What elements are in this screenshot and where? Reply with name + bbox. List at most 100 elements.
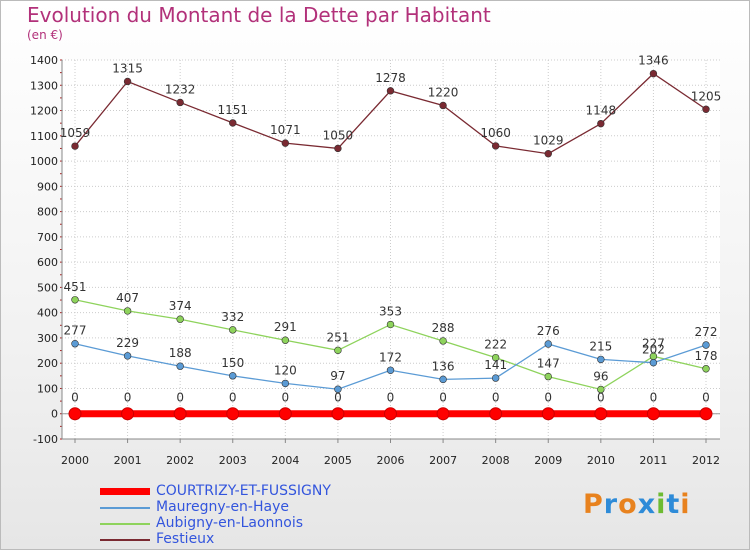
series-layer <box>68 69 713 421</box>
data-point <box>439 375 447 384</box>
data-label: 374 <box>169 299 192 313</box>
data-label: 0 <box>439 391 447 405</box>
data-point <box>597 355 605 364</box>
data-point <box>597 385 605 394</box>
legend-label: Aubigny-en-Laonnois <box>156 515 304 531</box>
data-point <box>281 379 290 388</box>
data-label: 150 <box>221 356 244 370</box>
data-point <box>544 340 552 348</box>
logo-letter: r <box>603 489 619 520</box>
data-label: 1205 <box>691 89 722 103</box>
data-label: 227 <box>642 336 665 350</box>
logo-letter: i <box>680 489 691 520</box>
data-label: 0 <box>282 391 290 405</box>
data-label: 1315 <box>112 61 143 75</box>
data-label: 1278 <box>375 71 406 85</box>
y-tick-label: 1100 <box>30 130 58 143</box>
data-label: 1220 <box>428 85 459 99</box>
data-point <box>173 407 187 421</box>
data-point <box>176 315 184 323</box>
y-tick-label: 600 <box>37 256 58 269</box>
legend-item-mauregny: Mauregny-en-Haye <box>100 499 460 516</box>
data-label: 1071 <box>270 123 301 137</box>
data-label: 215 <box>589 339 612 353</box>
data-point <box>436 407 450 421</box>
data-point <box>229 326 237 334</box>
x-tick-label: 2012 <box>692 454 720 467</box>
data-label: 188 <box>169 346 192 360</box>
data-point <box>702 105 710 113</box>
x-tick-label: 2010 <box>587 454 615 467</box>
data-label: 0 <box>334 391 342 405</box>
y-tick-label: 900 <box>37 180 58 193</box>
data-point <box>491 142 500 150</box>
x-tick-label: 2006 <box>377 454 405 467</box>
data-label: 1151 <box>217 103 248 117</box>
legend-swatch <box>100 488 150 495</box>
legend-item-courtrizy: COURTRIZY-ET-FUSSIGNY <box>100 483 460 500</box>
data-labels: 1059 1315 1232 1151 1071 1050 1278 1220 1060 1029… <box>60 54 722 405</box>
data-point <box>646 407 660 421</box>
data-label: 0 <box>176 391 184 405</box>
data-point <box>386 320 395 329</box>
data-point <box>386 87 395 95</box>
x-tick-label: 2008 <box>482 454 510 467</box>
data-label: 97 <box>330 369 345 383</box>
data-point <box>278 407 292 421</box>
data-point <box>334 346 342 355</box>
y-tick-label: 1000 <box>30 155 58 168</box>
x-tick-label: 2005 <box>324 454 352 467</box>
x-tick-label: 2007 <box>429 454 457 467</box>
legend-item-festieux: Festieux <box>100 531 460 548</box>
data-label: 0 <box>597 391 605 405</box>
data-label: 291 <box>274 320 297 334</box>
y-tick-label: 100 <box>37 382 58 395</box>
x-tick-label: 2002 <box>166 454 194 467</box>
data-label: 120 <box>274 363 297 377</box>
data-point <box>331 407 345 421</box>
logo-letter: o <box>618 489 638 520</box>
data-label: 0 <box>387 391 395 405</box>
data-point <box>384 407 397 421</box>
legend-item-aubigny: Aubigny-en-Laonnois <box>100 515 460 532</box>
data-label: 0 <box>124 391 132 405</box>
data-point <box>491 353 500 362</box>
data-label: 272 <box>695 325 718 339</box>
data-label: 172 <box>379 350 402 364</box>
data-label: 0 <box>650 391 658 405</box>
logo-letter: x <box>637 489 657 520</box>
y-tick-label: 1400 <box>30 54 58 67</box>
legend-swatch <box>100 539 150 541</box>
data-point <box>334 385 342 393</box>
logo-letter: i <box>656 489 667 520</box>
data-label: 1050 <box>323 128 354 142</box>
data-point <box>71 142 79 150</box>
data-point <box>489 407 503 421</box>
data-label: 0 <box>702 391 710 405</box>
data-point <box>229 119 237 127</box>
data-point <box>597 119 605 128</box>
data-point <box>71 296 79 304</box>
data-label: 407 <box>116 291 139 305</box>
data-label: 1148 <box>586 104 617 118</box>
y-tick-label: 500 <box>37 281 58 294</box>
y-tick-label: -100 <box>33 433 58 446</box>
data-point <box>229 372 237 380</box>
data-label: 1059 <box>60 126 91 140</box>
data-label: 147 <box>537 357 560 371</box>
data-label: 1232 <box>165 82 196 96</box>
x-tick-label: 2004 <box>271 454 299 467</box>
data-point <box>176 362 184 370</box>
data-point <box>121 407 135 421</box>
chart-subtitle: (en €) <box>27 28 63 42</box>
legend-swatch <box>100 507 150 509</box>
logo-letter: t <box>666 489 681 520</box>
legend: COURTRIZY-ET-FUSSIGNY Mauregny-en-Haye A… <box>100 483 460 548</box>
legend-label: COURTRIZY-ET-FUSSIGNY <box>156 483 331 499</box>
data-point <box>649 69 658 78</box>
data-point <box>123 307 132 315</box>
data-label: 332 <box>221 310 244 324</box>
legend-label: Festieux <box>156 531 215 547</box>
data-label: 451 <box>64 280 87 294</box>
